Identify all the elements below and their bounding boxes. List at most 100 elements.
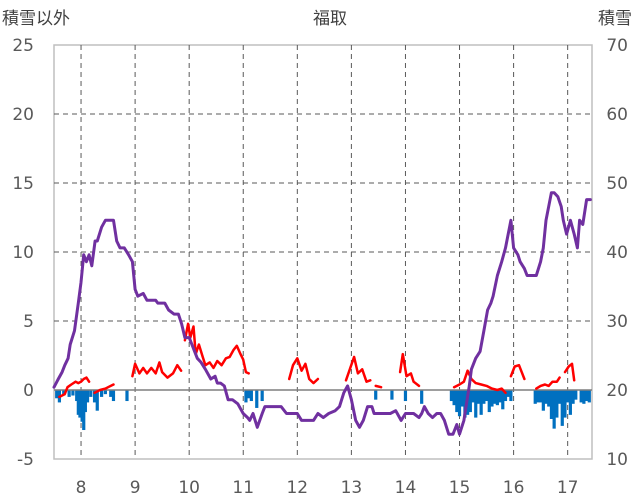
blue-bar	[247, 390, 251, 399]
blue-bar	[71, 390, 75, 396]
blue-bar	[568, 390, 572, 415]
blue-bar	[103, 390, 107, 395]
blue-bar	[374, 390, 378, 400]
blue-bar	[474, 390, 478, 418]
blue-bar	[563, 390, 567, 418]
x-tick-label: 14	[395, 478, 417, 498]
red-segment	[344, 355, 372, 383]
blue-bar	[92, 390, 97, 403]
blue-bar	[533, 390, 537, 404]
blue-bar	[75, 390, 79, 402]
right-tick-label: 10	[606, 450, 628, 470]
blue-bar	[539, 390, 543, 403]
blue-bar	[457, 390, 462, 417]
blue-bar	[109, 390, 113, 397]
blue-bar	[85, 390, 90, 403]
snow-depth-line	[52, 191, 592, 436]
blue-bar	[460, 390, 464, 407]
blue-bar	[67, 390, 71, 397]
right-axis-title: 積雪	[598, 9, 632, 29]
blue-bar	[452, 390, 456, 406]
blue-bar	[501, 390, 505, 410]
blue-bar	[536, 390, 540, 403]
blue-bar	[571, 390, 575, 404]
blue-bar	[493, 390, 497, 404]
red-segment	[398, 352, 421, 388]
blue-bar	[82, 390, 86, 431]
blue-bar	[552, 390, 556, 429]
red-segment	[183, 322, 250, 375]
blue-bar	[549, 390, 554, 419]
red-segment	[58, 376, 91, 399]
blue-bar	[255, 390, 259, 408]
blue-bar	[449, 390, 454, 402]
blue-bar	[78, 390, 82, 418]
x-tick-label: 15	[449, 478, 471, 498]
blue-bar	[80, 390, 84, 422]
red-segment	[374, 384, 383, 389]
left-tick-label: 25	[12, 36, 34, 56]
blue-bar	[471, 390, 475, 403]
blue-bar	[547, 390, 551, 407]
blue-bar	[125, 390, 129, 402]
blue-bar	[249, 390, 253, 402]
blue-bar	[76, 390, 80, 415]
red-segment	[535, 376, 561, 390]
blue-bar	[490, 390, 494, 407]
x-tick-label: 8	[76, 478, 87, 498]
right-tick-label: 50	[606, 174, 628, 194]
x-tick-label: 9	[130, 478, 141, 498]
blue-bar	[484, 390, 489, 402]
blue-bar	[509, 390, 513, 402]
blue-bar	[566, 390, 570, 403]
x-tick-label: 16	[503, 478, 525, 498]
x-tick-label: 12	[286, 478, 308, 498]
red-segment	[563, 362, 576, 382]
right-tick-label: 40	[606, 243, 628, 263]
blue-bar	[584, 390, 589, 402]
left-axis-title: 積雪以外	[2, 9, 70, 29]
blue-bar	[544, 390, 548, 404]
blue-bar	[420, 390, 424, 404]
blue-bar	[83, 390, 87, 413]
blue-bar	[555, 390, 559, 418]
blue-bar	[99, 390, 104, 397]
right-tick-label: 60	[606, 105, 628, 125]
left-tick-label: 15	[12, 174, 34, 194]
left-tick-label: 5	[23, 312, 34, 332]
blue-bar	[579, 390, 583, 403]
x-tick-label: 13	[341, 478, 363, 498]
blue-bar	[574, 390, 578, 400]
blue-bar	[95, 390, 99, 411]
axis-labels: -5 0 5 10 15 20 25 10 20 30 40 50 60 70 8 9 10 11 12 13 14 15…	[12, 36, 628, 498]
red-segment	[287, 357, 320, 385]
x-tick-label: 10	[178, 478, 200, 498]
right-tick-label: 70	[606, 36, 628, 56]
blue-bar	[495, 390, 499, 406]
left-tick-label: -5	[17, 450, 34, 470]
red-series	[58, 322, 576, 399]
blue-bar	[541, 390, 545, 411]
blue-bar	[468, 390, 472, 413]
blue-bar	[506, 390, 510, 397]
blue-bar	[503, 390, 508, 402]
x-tick-label: 17	[557, 478, 579, 498]
left-tick-label: 10	[12, 243, 34, 263]
red-segment	[509, 363, 526, 381]
blue-bar	[482, 390, 486, 404]
blue-bar	[557, 390, 562, 404]
left-tick-label: 0	[23, 381, 34, 401]
blue-bar	[111, 390, 116, 402]
red-segment	[131, 361, 183, 379]
blue-bar	[455, 390, 459, 413]
blue-bar	[390, 390, 394, 400]
blue-bar	[560, 390, 564, 426]
blue-bar	[498, 390, 502, 403]
snow-depth-series	[52, 191, 592, 436]
blue-bar	[55, 390, 59, 399]
blue-bar	[587, 390, 591, 403]
red-segment	[452, 369, 507, 395]
blue-bar	[582, 390, 586, 404]
right-tick-label: 30	[606, 312, 628, 332]
